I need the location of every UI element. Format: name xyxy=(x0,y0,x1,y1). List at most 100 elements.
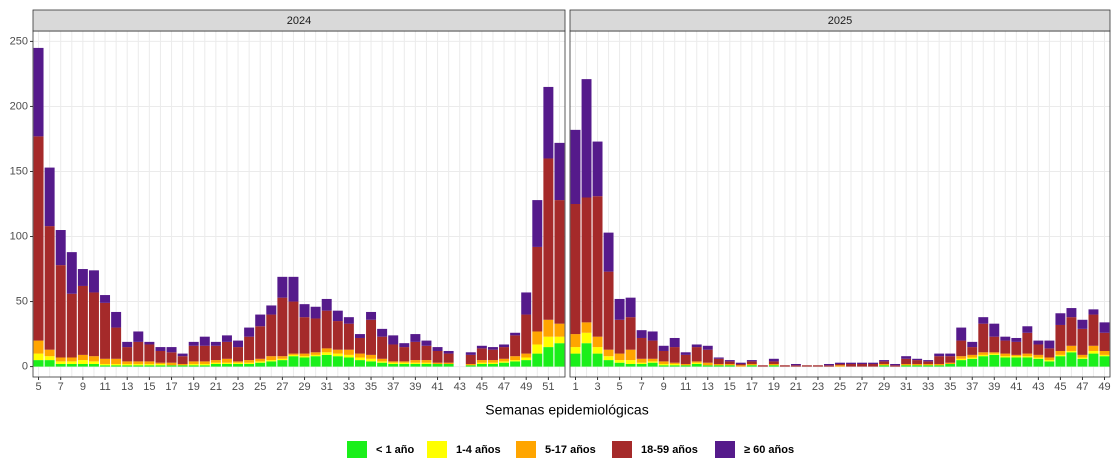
legend-swatch xyxy=(612,441,632,458)
bar-segment xyxy=(890,363,901,366)
bar-segment xyxy=(255,358,266,362)
bar-segment xyxy=(343,323,354,350)
bar-segment xyxy=(88,356,99,362)
bar-segment xyxy=(614,298,625,320)
bar-segment xyxy=(33,340,44,354)
x-tick-label: 7 xyxy=(58,381,64,393)
bar-segment xyxy=(465,365,476,367)
bar-segment xyxy=(310,354,321,357)
bar-segment xyxy=(288,356,299,367)
bar-segment xyxy=(332,353,343,357)
x-tick-label: 11 xyxy=(99,381,110,393)
bar-segment xyxy=(144,344,155,362)
bar-segment xyxy=(554,142,565,201)
bar-segment xyxy=(299,317,310,354)
bar-segment xyxy=(499,347,510,359)
x-tick-label: 43 xyxy=(1032,381,1044,393)
bar-segment xyxy=(1011,354,1022,357)
bar-segment xyxy=(1022,357,1033,367)
bar-segment xyxy=(835,363,845,366)
bar-segment xyxy=(1033,340,1044,345)
x-tick-label: 15 xyxy=(724,381,736,393)
bar-segment xyxy=(33,136,44,341)
bar-segment xyxy=(923,361,934,364)
bar-segment xyxy=(1066,352,1077,367)
bar-segment xyxy=(1088,309,1099,315)
bar-segment xyxy=(532,353,543,367)
bar-segment xyxy=(735,365,746,367)
bar-segment xyxy=(133,361,144,364)
bar-segment xyxy=(1055,324,1066,351)
x-tick-label: 45 xyxy=(1054,381,1066,393)
bar-segment xyxy=(499,362,510,367)
bar-segment xyxy=(1099,356,1110,367)
bar-segment xyxy=(978,323,989,353)
bar-segment xyxy=(735,362,746,364)
bar-segment xyxy=(669,337,680,348)
bar-segment xyxy=(366,361,377,367)
bar-segment xyxy=(100,302,111,359)
bar-segment xyxy=(443,350,454,354)
bar-segment xyxy=(1077,358,1088,367)
bar-segment xyxy=(44,356,55,361)
bar-segment xyxy=(255,362,266,367)
bar-segment xyxy=(100,365,111,367)
bar-segment xyxy=(532,200,543,247)
bar-segment xyxy=(779,365,790,367)
bar-segment xyxy=(388,335,399,345)
bar-segment xyxy=(691,361,702,363)
bar-segment xyxy=(66,293,77,358)
bar-segment xyxy=(100,358,111,364)
bar-segment xyxy=(177,353,188,357)
bar-segment xyxy=(658,345,669,351)
bar-segment xyxy=(1000,353,1011,357)
x-tick-label: 17 xyxy=(746,381,758,393)
bar-segment xyxy=(1011,337,1022,342)
bar-segment xyxy=(122,341,133,348)
bar-segment xyxy=(377,362,388,367)
bar-segment xyxy=(299,353,310,357)
bar-segment xyxy=(221,358,232,363)
bar-segment xyxy=(111,365,122,367)
bar-segment xyxy=(1077,357,1088,359)
bar-segment xyxy=(33,47,44,137)
bar-segment xyxy=(421,362,432,364)
bar-segment xyxy=(33,353,44,361)
x-tick-label: 25 xyxy=(834,381,846,393)
bar-segment xyxy=(122,347,133,362)
bar-segment xyxy=(1099,354,1110,357)
bar-segment xyxy=(691,344,702,348)
bar-segment xyxy=(510,335,521,357)
bar-segment xyxy=(647,340,658,359)
bar-segment xyxy=(901,365,912,367)
bar-segment xyxy=(956,360,967,367)
bar-segment xyxy=(144,365,155,367)
bar-segment xyxy=(625,297,636,318)
bar-segment xyxy=(66,357,77,362)
bar-segment xyxy=(210,362,221,364)
bar-segment xyxy=(1033,354,1044,358)
bar-segment xyxy=(1000,340,1011,354)
bar-segment xyxy=(521,292,532,315)
bar-segment xyxy=(277,356,288,359)
bar-segment xyxy=(956,340,967,357)
legend-swatch xyxy=(516,441,536,458)
bar-segment xyxy=(321,352,332,355)
bar-segment xyxy=(221,362,232,364)
bar-segment xyxy=(636,358,647,363)
bar-segment xyxy=(625,363,636,367)
bar-segment xyxy=(702,365,713,367)
bar-segment xyxy=(1066,308,1077,318)
bar-segment xyxy=(554,336,565,344)
bar-segment xyxy=(510,360,521,362)
bar-segment xyxy=(399,347,410,362)
bar-segment xyxy=(399,363,410,367)
bar-segment xyxy=(934,363,945,366)
bar-segment xyxy=(989,336,1000,353)
bar-segment xyxy=(680,365,691,367)
bar-segment xyxy=(625,360,636,364)
facet-title: 2025 xyxy=(828,15,852,27)
bar-segment xyxy=(713,363,724,366)
bar-segment xyxy=(366,319,377,355)
bar-segment xyxy=(570,204,581,335)
